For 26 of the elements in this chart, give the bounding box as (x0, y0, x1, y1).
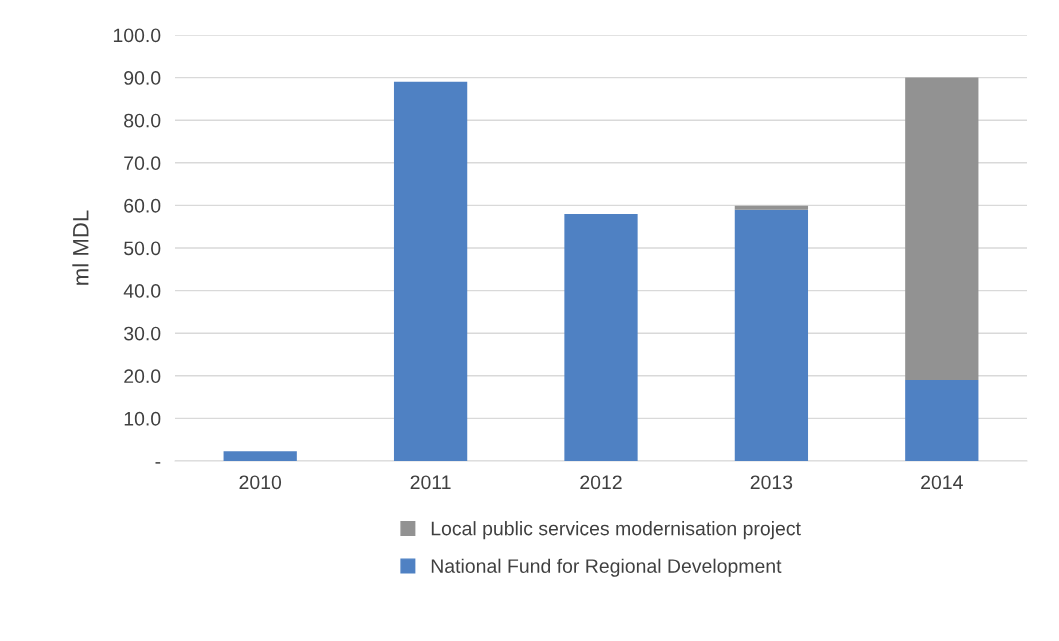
y-tick-label: 90.0 (124, 71, 161, 85)
legend-label: Local public services modernisation project (431, 521, 801, 540)
y-tick-label: 20.0 (124, 369, 161, 384)
bar (564, 213, 638, 461)
bar (223, 451, 297, 461)
x-tick-label: 2013 (750, 475, 793, 490)
y-tick-label: 10.0 (124, 411, 161, 426)
y-tick-label: - (155, 462, 161, 464)
y-tick-label: 80.0 (124, 113, 161, 128)
y-tick-label: 50.0 (124, 241, 161, 256)
y-tick-label: 30.0 (124, 326, 161, 341)
x-tick-label: 2014 (921, 475, 963, 490)
y-tick-label: 100.0 (113, 28, 161, 43)
bar (734, 209, 809, 461)
y-tick-label: 40.0 (123, 284, 161, 298)
legend-label: National Fund for Regional Development (431, 558, 782, 577)
x-tick-label: 2010 (239, 475, 282, 490)
y-tick-label: 60.0 (124, 198, 161, 213)
x-tick-label: 2011 (410, 475, 451, 490)
bar (393, 81, 468, 461)
y-tick-label: 70.0 (124, 156, 161, 171)
bar (905, 380, 979, 461)
bar (734, 205, 809, 210)
x-tick-label: 2012 (580, 475, 622, 490)
y-axis-title: ml MDL (72, 210, 89, 285)
bar (905, 77, 979, 381)
